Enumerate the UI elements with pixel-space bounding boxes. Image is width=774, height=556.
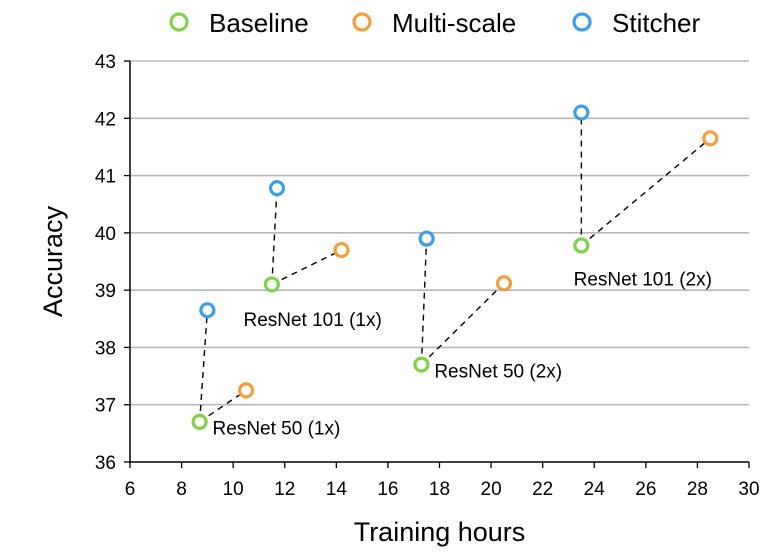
- connector-line: [271, 188, 278, 285]
- x-tick-label: 18: [429, 479, 450, 500]
- x-tick-label: 10: [223, 479, 244, 500]
- x-tick-label: 28: [687, 479, 708, 500]
- multi-scale-point: [702, 130, 719, 147]
- annotations: ResNet 50 (1x) ResNet 101 (1x) ResNet 50 (…: [213, 270, 712, 440]
- legend-label-stitcher: Stitcher: [612, 8, 700, 38]
- x-tick-labels: 6 8 10 12 14 16 18 20 22 24 26 28 30: [125, 462, 760, 500]
- annotation-label: ResNet 101 (2x): [574, 270, 712, 291]
- data-points: [191, 104, 719, 430]
- connector-line: [580, 137, 711, 246]
- legend: Baseline Multi-scale Stitcher: [169, 8, 700, 38]
- stitcher-point: [268, 180, 286, 197]
- x-axis-title: Training hours: [354, 517, 526, 547]
- y-tick-label: 42: [95, 109, 116, 130]
- y-tick-label: 36: [95, 453, 116, 474]
- baseline-point: [413, 356, 430, 373]
- connector-line: [420, 282, 505, 366]
- multi-scale-point: [495, 275, 513, 292]
- legend-label-multi-scale: Multi-scale: [392, 8, 516, 38]
- connector-line: [199, 389, 247, 423]
- y-tick-label: 41: [95, 167, 116, 188]
- x-tick-label: 22: [532, 479, 553, 500]
- baseline-point: [263, 276, 280, 293]
- baseline-point: [573, 237, 590, 254]
- connector-line: [271, 249, 342, 286]
- annotation-label: ResNet 50 (1x): [213, 419, 341, 440]
- x-tick-label: 26: [635, 479, 656, 500]
- connector-lines: [198, 112, 711, 423]
- stitcher-point: [418, 230, 435, 247]
- y-tick-labels: 36 37 38 39 40 41 42 43: [95, 52, 130, 474]
- legend-marker-baseline: [169, 12, 189, 32]
- stitcher-point: [573, 104, 590, 121]
- grid-lines: [130, 60, 749, 406]
- x-tick-label: 14: [326, 479, 348, 500]
- legend-marker-stitcher: [572, 12, 592, 32]
- y-tick-label: 38: [95, 338, 116, 359]
- multi-scale-point: [237, 382, 255, 399]
- stitcher-point: [199, 302, 216, 319]
- y-tick-label: 37: [95, 396, 116, 417]
- x-tick-label: 8: [176, 479, 187, 500]
- x-tick-label: 20: [481, 479, 502, 500]
- x-tick-label: 30: [738, 479, 759, 500]
- multi-scale-point: [333, 241, 350, 259]
- annotation-label: ResNet 101 (1x): [243, 310, 381, 331]
- connector-line: [420, 238, 428, 365]
- y-tick-label: 43: [95, 52, 116, 73]
- x-tick-label: 24: [584, 479, 606, 500]
- y-axis-title: Accuracy: [38, 205, 68, 317]
- annotation-label: ResNet 50 (2x): [434, 361, 562, 382]
- baseline-point: [191, 413, 208, 430]
- x-tick-label: 12: [274, 479, 295, 500]
- legend-label-baseline: Baseline: [209, 8, 309, 38]
- x-tick-label: 6: [125, 479, 136, 500]
- legend-marker-multi-scale: [352, 12, 372, 32]
- axes: [129, 61, 749, 463]
- y-tick-label: 40: [95, 224, 116, 245]
- y-tick-label: 39: [95, 281, 116, 302]
- x-tick-label: 16: [377, 479, 398, 500]
- connector-line: [198, 310, 209, 422]
